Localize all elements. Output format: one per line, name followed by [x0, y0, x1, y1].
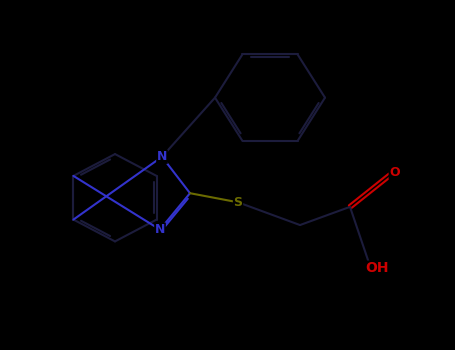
Text: N: N: [157, 150, 167, 163]
Text: S: S: [233, 196, 243, 209]
Text: N: N: [155, 223, 165, 236]
Text: OH: OH: [365, 261, 389, 275]
Text: O: O: [389, 166, 400, 179]
